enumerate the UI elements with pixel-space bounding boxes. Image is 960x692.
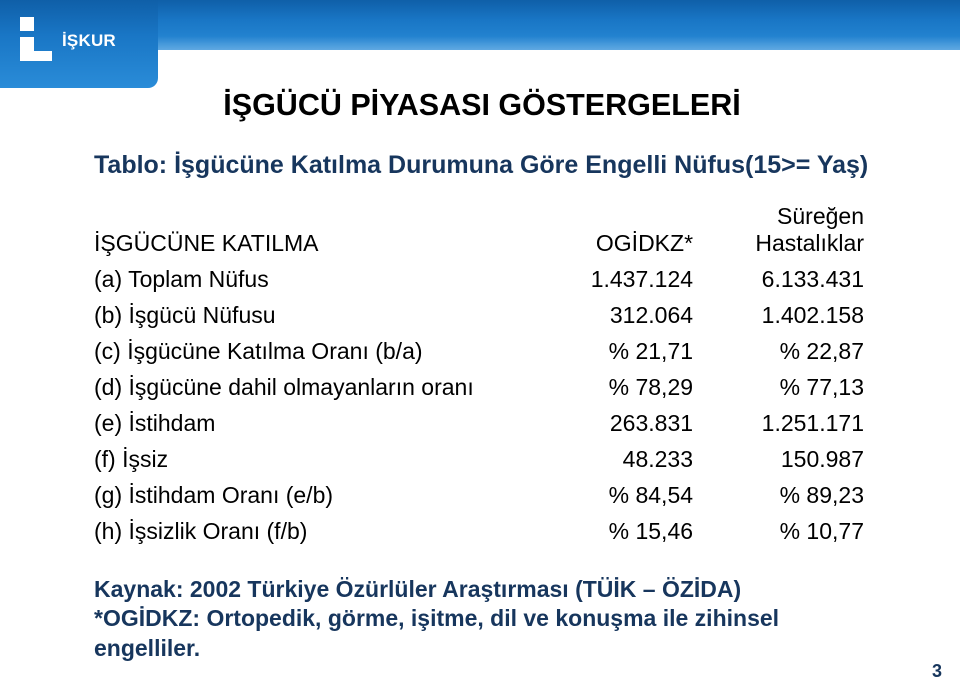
row-value: 263.831 <box>544 405 707 441</box>
table-row: (f) İşsiz 48.233 150.987 <box>94 441 870 477</box>
row-label: (d) İşgücüne dahil olmayanların oranı <box>94 369 544 405</box>
page-number: 3 <box>932 661 942 682</box>
row-label: (g) İstihdam Oranı (e/b) <box>94 477 544 513</box>
row-label: (c) İşgücüne Katılma Oranı (b/a) <box>94 333 544 369</box>
table-row: (e) İstihdam 263.831 1.251.171 <box>94 405 870 441</box>
row-value: % 89,23 <box>707 477 870 513</box>
logo: İŞKUR <box>0 0 158 88</box>
table-row: (a) Toplam Nüfus 1.437.124 6.133.431 <box>94 261 870 297</box>
row-label: (e) İstihdam <box>94 405 544 441</box>
footnote-source: Kaynak: 2002 Türkiye Özürlüler Araştırma… <box>94 575 870 604</box>
table-row: (g) İstihdam Oranı (e/b) % 84,54 % 89,23 <box>94 477 870 513</box>
table-row: (b) İşgücü Nüfusu 312.064 1.402.158 <box>94 297 870 333</box>
row-value: % 77,13 <box>707 369 870 405</box>
row-value: % 15,46 <box>544 513 707 549</box>
row-value: 48.233 <box>544 441 707 477</box>
header-col2: Süreğen Hastalıklar <box>707 198 870 261</box>
page-title: İŞGÜCÜ PİYASASI GÖSTERGELERİ <box>94 88 870 123</box>
data-table: İŞGÜCÜNE KATILMA OGİDKZ* Süreğen Hastalı… <box>94 198 870 549</box>
iskur-logo-icon <box>20 17 54 65</box>
row-value: % 22,87 <box>707 333 870 369</box>
row-value: 1.402.158 <box>707 297 870 333</box>
logo-text: İŞKUR <box>62 31 116 51</box>
header-col1: OGİDKZ* <box>544 198 707 261</box>
row-value: % 78,29 <box>544 369 707 405</box>
table-title: Tablo: İşgücüne Katılma Durumuna Göre En… <box>94 151 870 180</box>
row-value: 150.987 <box>707 441 870 477</box>
table-header-row: İŞGÜCÜNE KATILMA OGİDKZ* Süreğen Hastalı… <box>94 198 870 261</box>
row-label: (a) Toplam Nüfus <box>94 261 544 297</box>
slide-content: İŞGÜCÜ PİYASASI GÖSTERGELERİ Tablo: İşgü… <box>0 88 960 663</box>
row-value: 312.064 <box>544 297 707 333</box>
footnote: Kaynak: 2002 Türkiye Özürlüler Araştırma… <box>94 575 870 663</box>
row-value: % 10,77 <box>707 513 870 549</box>
table-row: (d) İşgücüne dahil olmayanların oranı % … <box>94 369 870 405</box>
row-value: 1.251.171 <box>707 405 870 441</box>
row-value: % 84,54 <box>544 477 707 513</box>
table-row: (c) İşgücüne Katılma Oranı (b/a) % 21,71… <box>94 333 870 369</box>
row-label: (b) İşgücü Nüfusu <box>94 297 544 333</box>
row-value: 1.437.124 <box>544 261 707 297</box>
row-value: 6.133.431 <box>707 261 870 297</box>
row-label: (h) İşsizlik Oranı (f/b) <box>94 513 544 549</box>
row-label: (f) İşsiz <box>94 441 544 477</box>
table-row: (h) İşsizlik Oranı (f/b) % 15,46 % 10,77 <box>94 513 870 549</box>
footnote-definition: *OGİDKZ: Ortopedik, görme, işitme, dil v… <box>94 604 870 663</box>
header-label: İŞGÜCÜNE KATILMA <box>94 198 544 261</box>
row-value: % 21,71 <box>544 333 707 369</box>
